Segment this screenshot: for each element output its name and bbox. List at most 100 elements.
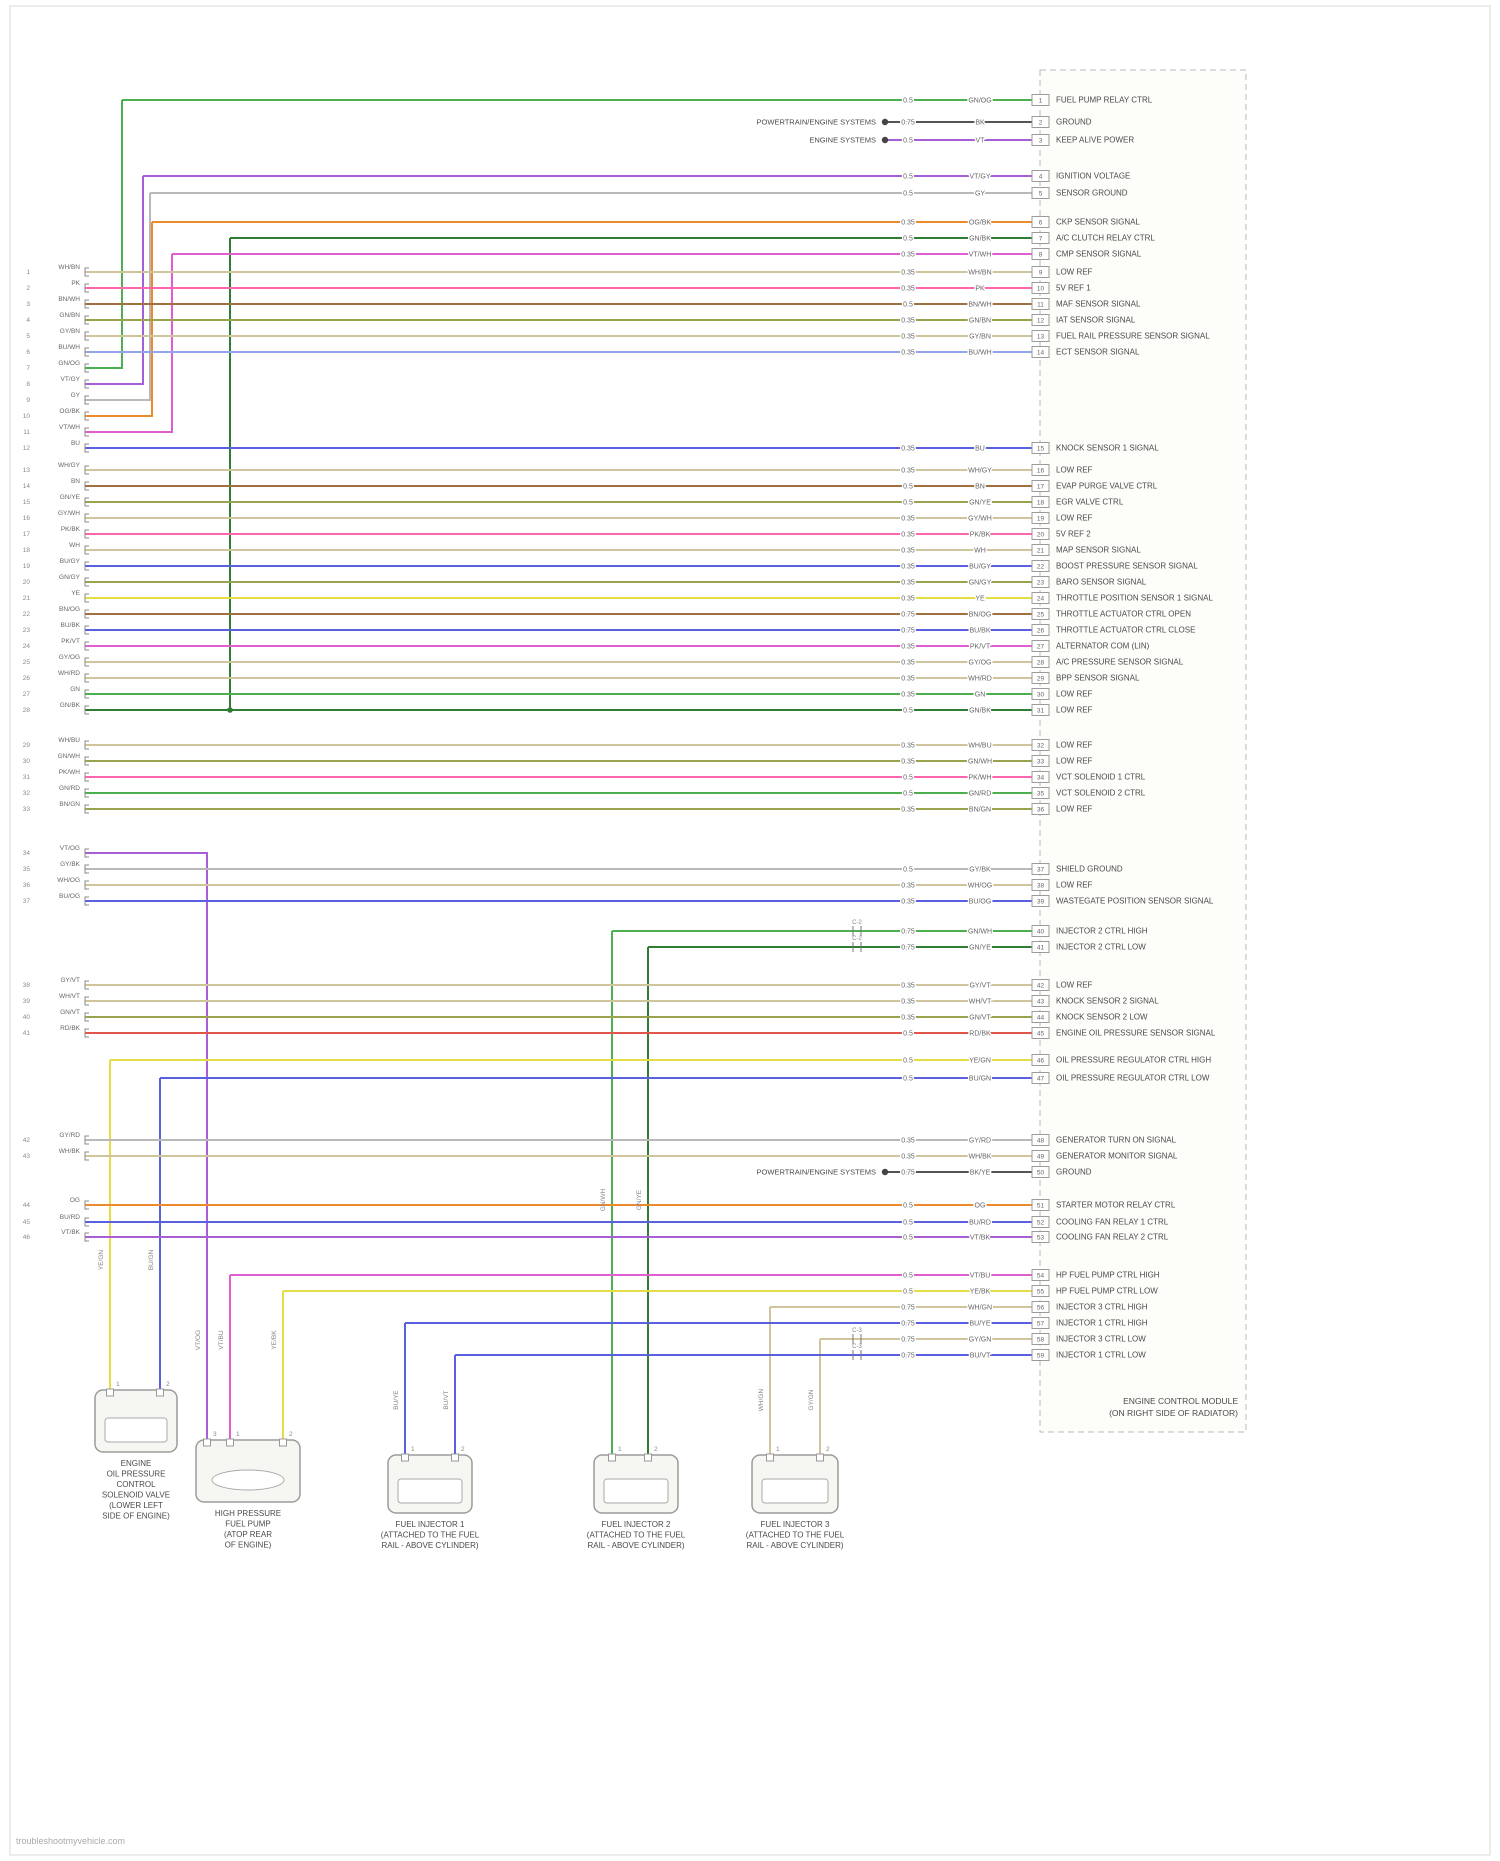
ecm-pin	[1031, 187, 1050, 199]
ecm-pin-function: EGR VALVE CTRL	[1056, 498, 1124, 507]
ecm-pin-number: 50	[1037, 1170, 1045, 1177]
splice-annotation: POWERTRAIN/ENGINE SYSTEMS	[757, 118, 876, 127]
wire-gauge: 0.75	[901, 1337, 915, 1344]
connector-stub-icon	[84, 529, 89, 539]
stub-wire-code: GN/WH	[58, 753, 81, 760]
ecm-pin-number: 18	[1037, 500, 1045, 507]
connector-stub-icon	[84, 363, 89, 373]
connector-stub-icon	[84, 1232, 89, 1242]
component-pin-number: 2	[166, 1381, 170, 1388]
component-pin-number: 1	[411, 1446, 415, 1453]
stub-number: 32	[23, 790, 31, 797]
ecm-pin-number: 3	[1039, 138, 1043, 145]
connector-stub-icon	[84, 996, 89, 1006]
ecm-pin-number: 44	[1037, 1015, 1045, 1022]
ecm-pin	[1031, 941, 1050, 953]
component-label: FUEL INJECTOR 2	[602, 1520, 671, 1529]
ecm-pin	[1031, 1216, 1050, 1228]
wire-gauge: 0.35	[901, 1015, 915, 1022]
stub-wire-code: WH/OG	[57, 877, 80, 884]
ecm-pin-number: 54	[1037, 1273, 1045, 1280]
stub-number: 2	[26, 285, 30, 292]
ecm-pin-function: LOW REF	[1056, 741, 1093, 750]
wire-gauge: 0.35	[901, 807, 915, 814]
wire-gauge: 0.35	[901, 983, 915, 990]
connector-stub-icon	[84, 740, 89, 750]
stub-wire-code: GY/BN	[60, 328, 81, 335]
wire-gauge: 0.75	[901, 1321, 915, 1328]
stub-wire-code: PK	[71, 280, 80, 287]
ecm-pin	[1031, 170, 1050, 182]
wire-gauge: 0.5	[903, 1203, 913, 1210]
component-label: SOLENOID VALVE	[102, 1491, 170, 1500]
stub-wire-code: VT/WH	[59, 424, 80, 431]
component-label: (ATTACHED TO THE FUEL	[587, 1531, 686, 1540]
stub-number: 1	[26, 269, 30, 276]
ecm-pin-function: MAP SENSOR SIGNAL	[1056, 546, 1141, 555]
component-pin-icon	[451, 1453, 459, 1462]
ecm-pin-function: INJECTOR 1 CTRL LOW	[1056, 1351, 1146, 1360]
wire-color-code: GN/BK	[969, 708, 991, 715]
stub-wire-code: PK/BK	[61, 526, 81, 533]
wire-route	[85, 176, 144, 385]
stub-number: 35	[23, 866, 31, 873]
wire-color-code: BU/GY	[969, 564, 991, 571]
stub-wire-code: WH/RD	[58, 670, 80, 677]
connector-stub-icon	[84, 864, 89, 874]
ecm-pin-function: LOW REF	[1056, 268, 1093, 277]
wire-color-code: GY/OG	[969, 660, 992, 667]
component-pin-number: 2	[826, 1446, 830, 1453]
stub-wire-code: BU	[71, 440, 80, 447]
ecm-pin-number: 8	[1039, 252, 1043, 259]
inline-connector-label: C-2	[852, 920, 862, 926]
wire-gauge: 0.5	[903, 708, 913, 715]
wire-gauge: 0.35	[901, 676, 915, 683]
wire-color-code: GN/WH	[968, 759, 992, 766]
wire-gauge: 0.75	[901, 612, 915, 619]
ecm-pin	[1031, 480, 1050, 492]
connector-stub-icon	[84, 331, 89, 341]
ecm-pin-function: THROTTLE ACTUATOR CTRL CLOSE	[1056, 626, 1195, 635]
ecm-pin	[1031, 282, 1050, 294]
ecm-pin-function: BPP SENSOR SIGNAL	[1056, 674, 1140, 683]
stub-number: 8	[26, 381, 30, 388]
stub-number: 31	[23, 774, 31, 781]
vertical-wire-code: YE/GN	[98, 1250, 105, 1271]
ecm-pin-function: IGNITION VOLTAGE	[1056, 172, 1130, 181]
component-pin-icon	[766, 1453, 774, 1462]
stub-number: 30	[23, 758, 31, 765]
ecm-pin-number: 47	[1037, 1076, 1045, 1083]
stub-wire-code: GY	[71, 392, 81, 399]
wire-gauge: 0.5	[903, 867, 913, 874]
stub-wire-code: GN/YE	[60, 494, 81, 501]
ecm-pin-number: 29	[1037, 676, 1045, 683]
wire-gauge: 0.35	[901, 999, 915, 1006]
ecm-pin	[1031, 803, 1050, 815]
ecm-pin	[1031, 1231, 1050, 1243]
component-label: RAIL - ABOVE CYLINDER)	[587, 1541, 684, 1550]
ecm-pin-function: VCT SOLENOID 2 CTRL	[1056, 789, 1146, 798]
ecm-pin	[1031, 863, 1050, 875]
ecm-pin-number: 9	[1039, 270, 1043, 277]
component-pin-number: 2	[289, 1431, 293, 1438]
ecm-pin	[1031, 576, 1050, 588]
inline-connector-label: C-2	[852, 936, 862, 942]
ecm-pin-function: COOLING FAN RELAY 1 CTRL	[1056, 1218, 1169, 1227]
ecm-pin-number: 39	[1037, 899, 1045, 906]
stub-wire-code: GY/VT	[60, 977, 80, 984]
ecm-pin	[1031, 592, 1050, 604]
connector-stub-icon	[84, 1135, 89, 1145]
vertical-wire-code: VT/OG	[195, 1330, 202, 1350]
connector-stub-icon	[84, 481, 89, 491]
ecm-pin-number: 27	[1037, 644, 1045, 651]
ecm-pin-function: SENSOR GROUND	[1056, 189, 1128, 198]
wire-gauge: 0.75	[901, 1170, 915, 1177]
ecm-pin-function: FUEL PUMP RELAY CTRL	[1056, 96, 1153, 105]
stub-wire-code: PK/WH	[59, 769, 81, 776]
ecm-pin	[1031, 1011, 1050, 1023]
ecm-pin	[1031, 1054, 1050, 1066]
ecm-pin-number: 36	[1037, 807, 1045, 814]
vertical-wire-code: YE/BK	[271, 1330, 278, 1350]
ecm-pin-number: 25	[1037, 612, 1045, 619]
wire-gauge: 0.35	[901, 596, 915, 603]
